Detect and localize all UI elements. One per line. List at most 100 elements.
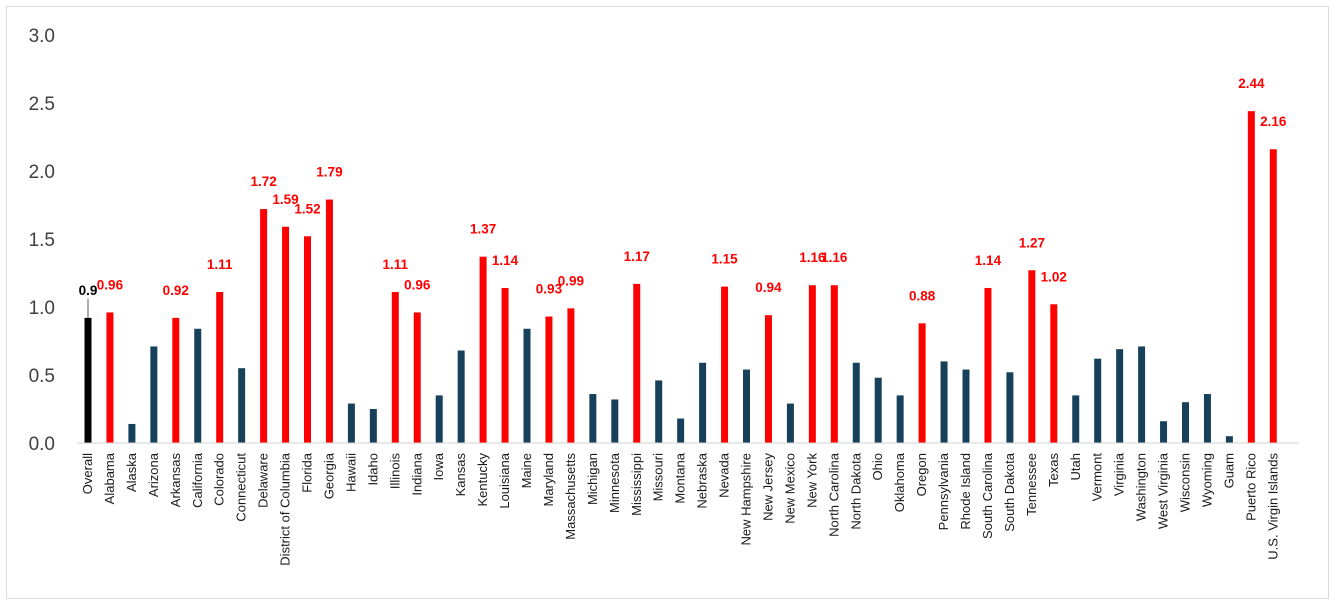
bar xyxy=(1072,395,1080,443)
bar xyxy=(216,292,224,443)
x-tick-label: Massachusetts xyxy=(563,453,578,540)
bar xyxy=(172,317,180,443)
bar-series xyxy=(84,111,1277,444)
bar xyxy=(1160,421,1168,443)
x-tick-label: Nebraska xyxy=(695,452,710,508)
x-tick-label: Minnesota xyxy=(607,452,622,513)
bar xyxy=(1006,372,1014,443)
bar xyxy=(238,368,246,443)
bar xyxy=(874,377,882,443)
bar xyxy=(369,409,377,443)
bar xyxy=(391,292,399,443)
x-tick-label: Maryland xyxy=(541,453,556,506)
x-tick-label: Alaska xyxy=(124,452,139,492)
bar xyxy=(1247,111,1255,443)
data-label: 1.27 xyxy=(1019,235,1045,250)
bar xyxy=(1028,270,1036,443)
y-tick-label: 2.0 xyxy=(29,162,55,183)
bar xyxy=(1269,149,1277,444)
data-label: 0.99 xyxy=(558,273,584,288)
x-tick-label: Michigan xyxy=(585,453,600,505)
x-tick-label: Oklahoma xyxy=(892,452,907,512)
x-tick-label: Montana xyxy=(673,452,688,503)
bar xyxy=(786,403,794,443)
x-tick-label: Arizona xyxy=(146,452,161,497)
data-label: 0.93 xyxy=(536,282,563,297)
x-tick-label: New Mexico xyxy=(782,453,797,524)
bar xyxy=(523,328,531,443)
bar xyxy=(852,362,860,443)
x-tick-label: Guam xyxy=(1221,453,1236,488)
x-tick-label: North Carolina xyxy=(826,452,841,537)
data-label: 1.11 xyxy=(207,257,233,272)
x-tick-label: South Carolina xyxy=(980,452,995,539)
x-tick-label: Iowa xyxy=(431,452,446,480)
x-tick-label: Connecticut xyxy=(234,453,249,522)
bar xyxy=(457,350,465,443)
data-label: 1.52 xyxy=(294,201,320,216)
x-tick-label: Utah xyxy=(1068,453,1083,480)
x-tick-label: Overall xyxy=(80,453,95,494)
x-tick-label: Texas xyxy=(1046,453,1061,487)
bar xyxy=(918,323,926,443)
bar xyxy=(347,403,355,443)
data-label: 0.9 xyxy=(79,283,98,298)
y-axis: 0.0 0.5 1.0 1.5 2.0 2.5 3.0 xyxy=(29,26,55,455)
x-tick-label: Indiana xyxy=(409,452,424,495)
x-tick-label: Virginia xyxy=(1112,452,1127,496)
data-label: 1.11 xyxy=(383,257,409,272)
bar xyxy=(567,308,575,443)
x-tick-label: North Dakota xyxy=(848,452,863,529)
bar xyxy=(896,395,904,443)
bar xyxy=(128,423,136,443)
chart-frame: 0.0 0.5 1.0 1.5 2.0 2.5 3.0 0.9 0.96 0.92 1.11 1.7… xyxy=(6,6,1329,599)
bar xyxy=(1116,349,1124,443)
x-tick-label: Kansas xyxy=(453,453,468,497)
bar xyxy=(106,312,114,443)
x-tick-label: Tennessee xyxy=(1024,453,1039,516)
x-tick-label: Illinois xyxy=(387,453,402,490)
data-labels: 0.9 0.96 0.921.111.721.591.521.791.110.961… xyxy=(79,76,1287,318)
data-label: 0.88 xyxy=(909,288,936,303)
x-tick-label: Florida xyxy=(300,452,315,493)
x-tick-label: New Hampshire xyxy=(739,453,754,545)
bar xyxy=(940,361,948,443)
bar xyxy=(633,283,641,443)
x-tick-label: West Virginia xyxy=(1156,452,1171,529)
x-tick-label: Puerto Rico xyxy=(1243,453,1258,521)
bar xyxy=(677,418,685,443)
x-tick-label: Vermont xyxy=(1090,453,1105,502)
x-tick-label: California xyxy=(190,452,205,508)
x-tick-label: Alabama xyxy=(102,452,117,504)
data-label: 1.79 xyxy=(316,165,342,180)
data-label: 1.17 xyxy=(624,249,650,264)
bar xyxy=(655,380,663,443)
data-label: 1.16 xyxy=(799,250,826,265)
x-tick-label: Wisconsin xyxy=(1178,453,1193,512)
bar xyxy=(150,346,158,443)
x-tick-label: Maine xyxy=(519,453,534,488)
bar xyxy=(589,394,597,443)
y-tick-label: 1.5 xyxy=(29,230,55,251)
y-tick-label: 3.0 xyxy=(29,26,55,47)
data-label: 1.15 xyxy=(711,252,738,267)
bar xyxy=(325,199,333,443)
bar xyxy=(84,317,92,443)
bar xyxy=(435,395,443,443)
y-tick-label: 1.0 xyxy=(29,298,55,319)
x-tick-label: Louisiana xyxy=(497,452,512,508)
bar xyxy=(611,399,619,443)
x-tick-label: Delaware xyxy=(256,453,271,508)
data-label: 0.96 xyxy=(404,277,431,292)
bar xyxy=(808,285,816,443)
bar xyxy=(479,256,487,443)
bar xyxy=(764,315,772,443)
x-tick-label: Hawaii xyxy=(343,453,358,492)
bar xyxy=(304,236,311,443)
bar xyxy=(721,286,729,443)
bar xyxy=(260,209,268,443)
x-tick-label: Kentucky xyxy=(475,453,490,507)
x-tick-label: U.S. Virgin Islands xyxy=(1265,453,1280,560)
bar xyxy=(1138,346,1146,443)
bar xyxy=(1094,358,1102,443)
